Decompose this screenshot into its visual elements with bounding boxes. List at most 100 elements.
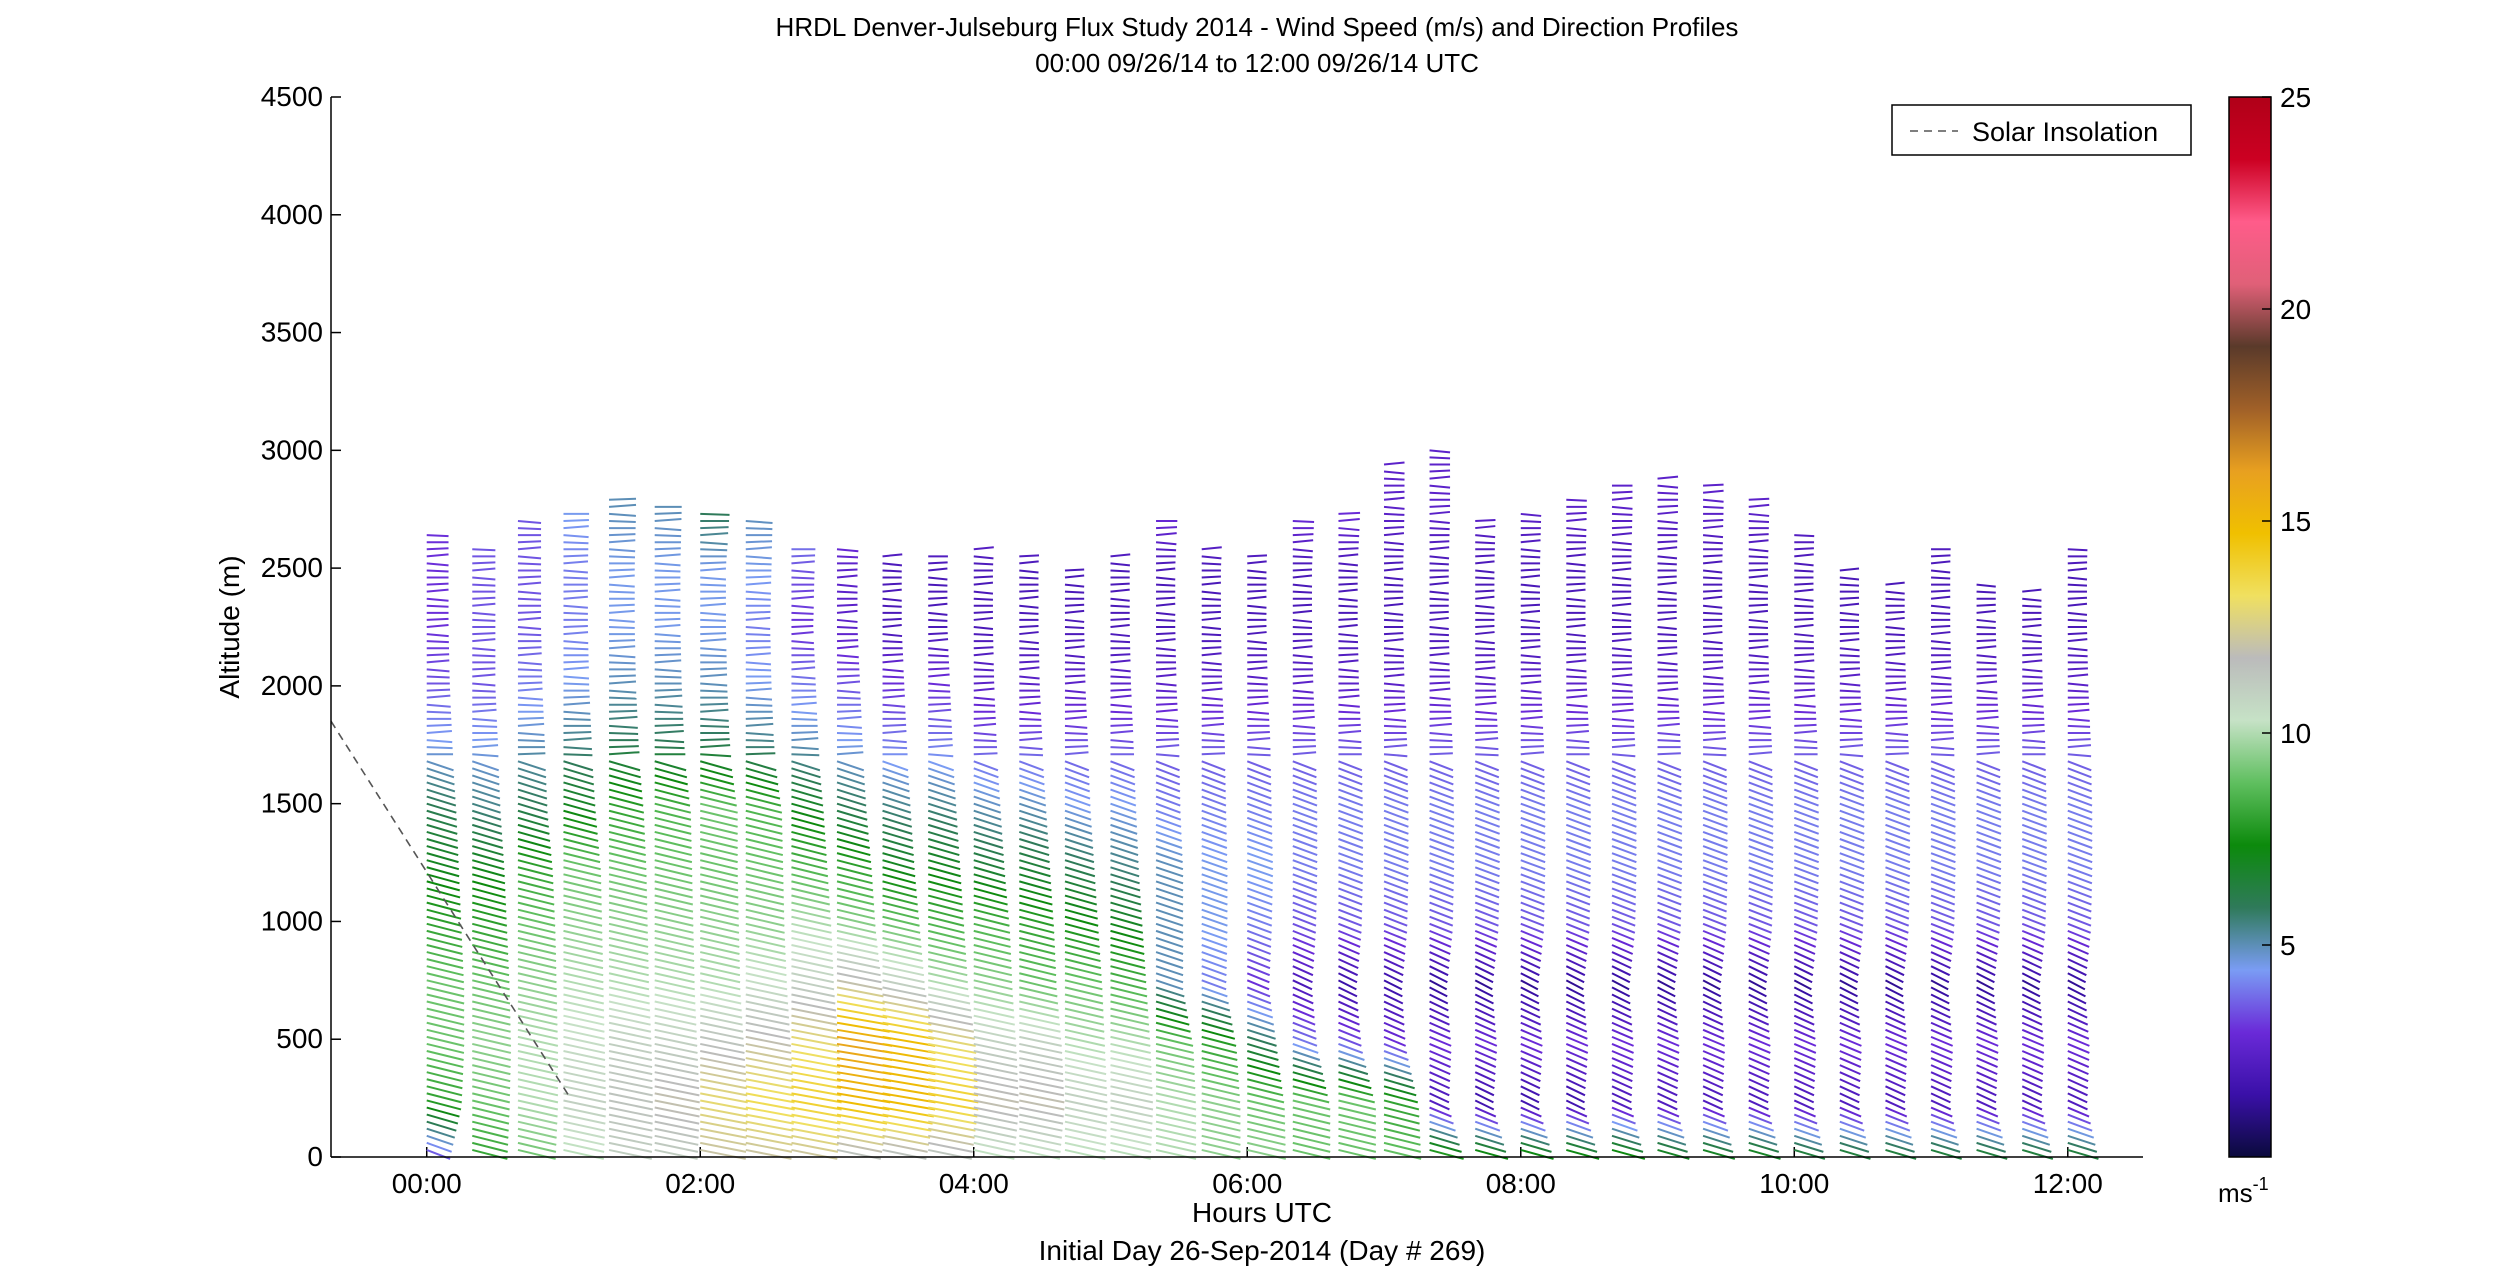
- wind-barb: [654, 1106, 700, 1118]
- wind-barb: [1748, 1057, 1771, 1068]
- wind-barb: [1019, 873, 1052, 885]
- wind-barb: [1429, 696, 1451, 701]
- wind-barb: [1383, 1043, 1408, 1054]
- wind-barb: [1885, 1028, 1907, 1040]
- wind-barb: [608, 781, 643, 793]
- wind-barb: [1338, 816, 1364, 828]
- wind-barb: [1748, 583, 1769, 588]
- wind-barb: [1155, 887, 1184, 899]
- wind-barb: [1793, 1127, 1821, 1139]
- wind-barb: [1565, 1050, 1588, 1061]
- wind-barb: [1976, 944, 1998, 955]
- wind-barb: [1429, 752, 1453, 756]
- wind-barb: [700, 1092, 748, 1104]
- wind-barb: [1611, 781, 1637, 793]
- wind-barb: [1657, 520, 1678, 524]
- wind-barb: [1292, 590, 1313, 594]
- wind-barb: [1019, 993, 1059, 1005]
- wind-barb: [1155, 830, 1183, 842]
- wind-barb: [1930, 774, 1956, 786]
- wind-barb: [472, 908, 507, 920]
- wind-barb: [836, 1014, 889, 1026]
- wind-barb: [745, 781, 780, 793]
- wind-barb: [563, 1078, 606, 1090]
- wind-barb: [1611, 866, 1637, 878]
- wind-barb: [1110, 1106, 1153, 1118]
- wind-barb: [2067, 1071, 2089, 1083]
- wind-barb: [1474, 1092, 1494, 1104]
- wind-barb: [1794, 640, 1814, 644]
- wind-barb: [1520, 1071, 1541, 1083]
- wind-barb: [700, 958, 740, 970]
- wind-barb: [1247, 1099, 1285, 1111]
- wind-barb: [1064, 887, 1097, 899]
- wind-barb: [1976, 979, 1995, 991]
- wind-barb: [1839, 993, 1859, 1005]
- wind-barb: [1155, 880, 1184, 892]
- wind-barb: [2067, 1000, 2088, 1012]
- wind-barb: [1793, 922, 1818, 934]
- wind-barb: [1794, 624, 1814, 628]
- wind-barb: [791, 666, 816, 671]
- wind-barb: [1019, 625, 1039, 628]
- wind-barb: [1657, 716, 1680, 720]
- wind-barb: [1976, 781, 2001, 793]
- wind-barb: [1201, 739, 1225, 743]
- wind-barb: [1565, 1043, 1589, 1054]
- wind-barb: [426, 1042, 465, 1054]
- wind-barb: [882, 1028, 935, 1040]
- wind-barb: [608, 609, 635, 614]
- wind-barb: [1702, 1071, 1724, 1083]
- wind-barb: [745, 722, 774, 727]
- y-axis-label: Altitude (m): [214, 555, 245, 698]
- wind-barb: [1703, 717, 1726, 721]
- wind-barb: [426, 859, 460, 871]
- wind-barb: [1338, 1078, 1372, 1090]
- wind-barb: [1201, 894, 1228, 906]
- wind-barb: [1292, 958, 1314, 970]
- wind-barb: [1110, 951, 1145, 963]
- wind-barb: [1429, 929, 1453, 941]
- wind-barb: [1565, 1014, 1587, 1026]
- wind-barb: [1019, 737, 1043, 742]
- wind-barb: [745, 590, 772, 595]
- wind-barb: [1019, 1071, 1064, 1083]
- wind-barb: [1064, 1064, 1107, 1076]
- wind-barb: [1383, 602, 1404, 607]
- wind-barb: [1155, 816, 1182, 828]
- wind-barb: [745, 866, 784, 878]
- wind-barb: [563, 809, 597, 821]
- wind-barb: [1474, 1057, 1497, 1068]
- wind-barb: [1520, 590, 1541, 594]
- wind-barb: [517, 781, 547, 793]
- wind-barb: [791, 972, 834, 984]
- wind-barb: [1246, 887, 1273, 899]
- wind-barb: [654, 653, 682, 657]
- wind-barb: [1246, 1014, 1275, 1026]
- wind-barb: [1976, 583, 1996, 588]
- wind-barb: [563, 701, 591, 706]
- wind-barb: [1702, 1028, 1725, 1040]
- wind-barb: [1839, 602, 1860, 607]
- wind-barb: [1930, 1057, 1953, 1068]
- wind-barb: [1702, 894, 1728, 906]
- wind-barb: [1566, 597, 1586, 602]
- wind-barb: [1246, 880, 1273, 892]
- wind-barb: [1930, 887, 1956, 899]
- wind-barb: [472, 689, 496, 693]
- wind-barb: [1885, 668, 1906, 672]
- wind-barb: [1292, 1000, 1315, 1012]
- wind-barb: [517, 696, 543, 701]
- wind-barb: [1611, 795, 1637, 807]
- wind-barb: [882, 838, 914, 849]
- wind-barb: [1064, 715, 1088, 720]
- wind-barb: [882, 640, 903, 644]
- wind-barb: [1064, 745, 1089, 749]
- wind-barb: [836, 626, 858, 629]
- wind-barb: [1703, 611, 1723, 615]
- wind-barb: [1338, 852, 1364, 864]
- wind-barb: [1793, 767, 1819, 779]
- wind-barb: [836, 922, 877, 934]
- wind-barb: [1566, 562, 1586, 567]
- wind-barb: [1657, 774, 1682, 786]
